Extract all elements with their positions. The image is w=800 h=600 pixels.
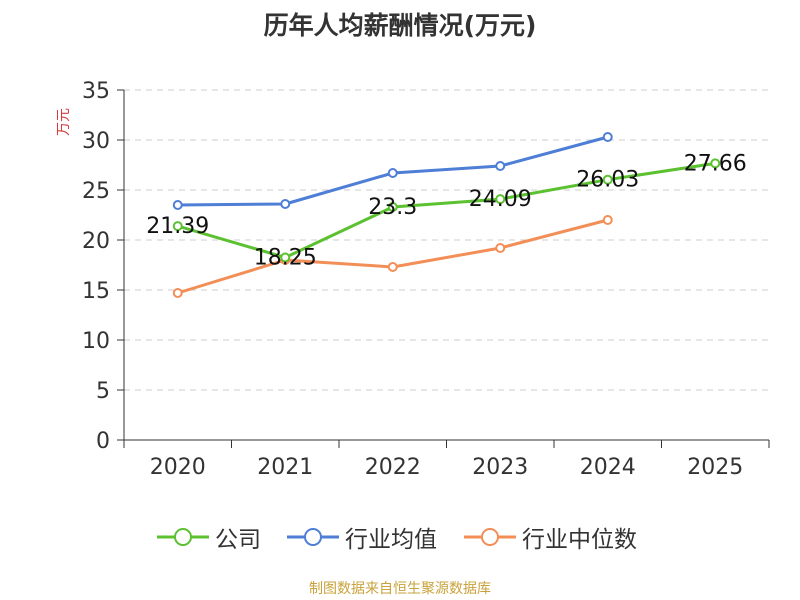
series-2-point-2020	[172, 288, 183, 298]
y-tick-label-5: 5	[96, 379, 110, 404]
x-tick-label-2025: 2025	[687, 455, 743, 480]
data-label-2021: 18.25	[254, 246, 317, 271]
source-note: 制图数据来自恒生聚源数据库	[309, 581, 491, 597]
x-tick-label-2023: 2023	[472, 455, 528, 480]
chart-title: 历年人均薪酬情况(万元)	[263, 11, 537, 40]
legend: 公司 行业均值 行业中位数	[0, 520, 800, 554]
x-tick-label-2024: 2024	[580, 455, 636, 480]
series-1-point-2024	[602, 132, 613, 142]
legend-marker-company	[157, 528, 209, 546]
series-line-0	[177, 161, 716, 259]
series-0-point-2023	[495, 194, 506, 205]
legend-label-industry-median: 行业中位数	[522, 527, 637, 553]
legend-item-industry-average[interactable]: 行业均值	[287, 520, 437, 554]
y-axis-title: 万元	[56, 108, 72, 136]
data-label-layer: 21.39 18.25 23.3 24.09 26.03 27.66	[146, 151, 746, 270]
y-tick-label-25: 25	[82, 179, 110, 204]
legend-label-industry-average: 行业均值	[345, 527, 437, 553]
data-label-2025: 27.66	[684, 151, 747, 176]
series-0-point-2025	[710, 158, 721, 169]
series-layer	[172, 132, 721, 298]
legend-item-company[interactable]: 公司	[157, 520, 261, 554]
legend-marker-industry-average	[287, 528, 339, 546]
series-1-point-2023	[495, 161, 506, 171]
series-0-point-2021	[280, 252, 291, 263]
y-tick-label-10: 10	[82, 329, 110, 354]
data-label-2024: 26.03	[576, 168, 639, 193]
x-tick-label-2020: 2020	[150, 455, 206, 480]
data-label-2020: 21.39	[146, 214, 209, 239]
series-2-point-2023	[495, 243, 506, 253]
legend-item-industry-median[interactable]: 行业中位数	[464, 520, 637, 554]
legend-label-company: 公司	[215, 527, 261, 553]
series-0-point-2024	[602, 174, 613, 185]
data-label-2022: 23.3	[368, 195, 417, 220]
y-tick-label-15: 15	[82, 279, 110, 304]
series-1-point-2020	[172, 200, 183, 210]
data-label-2023: 24.09	[469, 187, 532, 212]
y-tick-label-30: 30	[82, 129, 110, 154]
series-0-point-2022	[387, 202, 398, 212]
series-1-point-2022	[387, 168, 398, 178]
x-tick-label-2022: 2022	[365, 455, 421, 480]
series-0-point-2020	[172, 221, 183, 232]
series-2-point-2022	[387, 262, 398, 272]
series-line-2	[177, 218, 609, 295]
grid-layer	[124, 89, 769, 391]
x-tick-label-2021: 2021	[257, 455, 313, 480]
y-tick-label-0: 0	[96, 429, 110, 454]
legend-marker-industry-median	[464, 528, 516, 546]
y-tick-label-35: 35	[82, 79, 110, 104]
series-1-point-2021	[280, 199, 291, 209]
y-tick-label-20: 20	[82, 229, 110, 254]
series-2-point-2024	[602, 215, 613, 225]
